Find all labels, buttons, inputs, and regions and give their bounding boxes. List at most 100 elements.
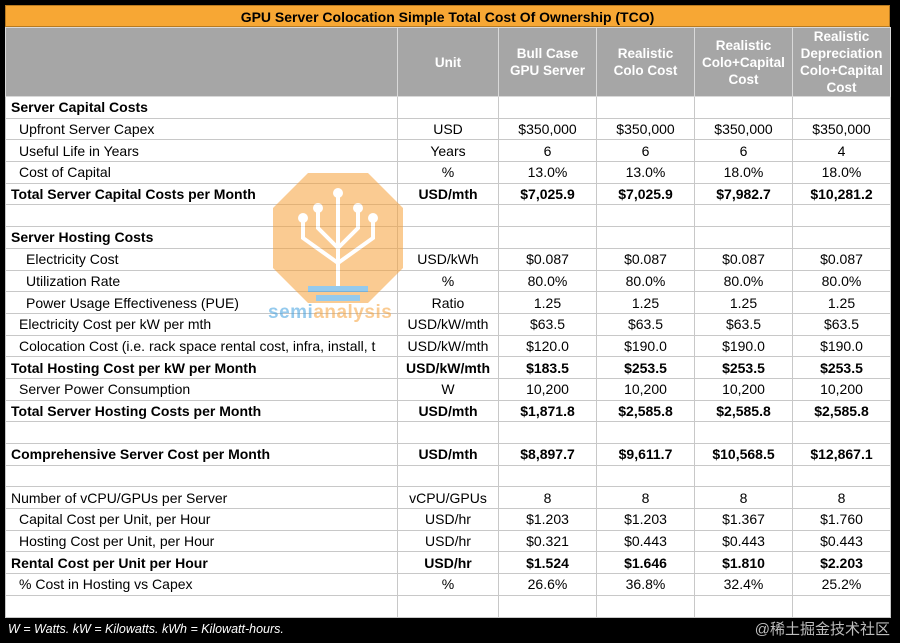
row-value: $63.5 xyxy=(694,312,793,336)
row-value xyxy=(498,594,597,618)
row-value: $120.0 xyxy=(498,334,597,358)
row-unit: % xyxy=(397,573,499,596)
row-value xyxy=(792,464,891,488)
row-label: % Cost in Hosting vs Capex xyxy=(5,573,398,596)
table-row: Number of vCPU/GPUs per Server vCPU/GPUs 8… xyxy=(5,486,891,510)
header-realistic-colo: Realistic Colo Cost xyxy=(596,27,695,97)
row-value xyxy=(498,464,597,488)
row-label: Server Capital Costs xyxy=(5,96,398,119)
row-label: Cost of Capital xyxy=(5,161,398,184)
row-label: Power Usage Effectiveness (PUE) xyxy=(5,291,398,314)
row-label: Total Server Hosting Costs per Month xyxy=(5,399,398,423)
blank-row xyxy=(5,594,891,618)
row-value: $8,897.7 xyxy=(498,443,597,466)
row-unit: Years xyxy=(397,139,499,163)
row-value: $1.524 xyxy=(498,551,597,575)
row-value: $190.0 xyxy=(596,334,695,358)
row-label: Useful Life in Years xyxy=(5,139,398,163)
blank-row xyxy=(5,204,891,228)
row-value: $7,025.9 xyxy=(596,182,695,206)
row-value: $350,000 xyxy=(596,117,695,141)
row-label: Electricity Cost per kW per mth xyxy=(5,312,398,336)
row-unit: USD xyxy=(397,117,499,141)
row-label xyxy=(5,464,398,488)
row-label: Number of vCPU/GPUs per Server xyxy=(5,486,398,510)
table-row: Upfront Server Capex USD $350,000 $350,000 $… xyxy=(5,117,891,141)
row-value: $0.087 xyxy=(792,247,891,271)
row-value xyxy=(596,226,695,249)
row-value: $350,000 xyxy=(498,117,597,141)
table-row: Useful Life in Years Years 6 6 6 4 xyxy=(5,139,891,163)
table-row: Capital Cost per Unit, per Hour USD/hr $1.… xyxy=(5,508,891,531)
row-label: Colocation Cost (i.e. rack space rental … xyxy=(5,334,398,358)
row-unit: USD/hr xyxy=(397,551,499,575)
row-unit: vCPU/GPUs xyxy=(397,486,499,510)
row-value: 4 xyxy=(792,139,891,163)
table-row: Total Server Capital Costs per Month USD/… xyxy=(5,182,891,206)
row-value: $63.5 xyxy=(792,312,891,336)
row-value: $1.203 xyxy=(596,508,695,531)
row-value xyxy=(792,421,891,444)
row-value: 8 xyxy=(596,486,695,510)
row-value: $7,982.7 xyxy=(694,182,793,206)
row-label: Capital Cost per Unit, per Hour xyxy=(5,508,398,531)
tco-sheet: GPU Server Colocation Simple Total Cost … xyxy=(5,5,891,618)
row-value xyxy=(792,96,891,119)
row-value: $10,568.5 xyxy=(694,443,793,466)
row-value xyxy=(498,96,597,119)
row-value: $350,000 xyxy=(694,117,793,141)
row-value: $0.443 xyxy=(792,529,891,553)
row-unit: USD/kWh xyxy=(397,247,499,271)
row-value: $9,611.7 xyxy=(596,443,695,466)
row-unit: USD/hr xyxy=(397,508,499,531)
row-unit: USD/hr xyxy=(397,529,499,553)
row-label: Hosting Cost per Unit, per Hour xyxy=(5,529,398,553)
row-value xyxy=(694,421,793,444)
row-value xyxy=(792,226,891,249)
table-row: Electricity Cost per kW per mth USD/kW/mt… xyxy=(5,312,891,336)
row-value: 36.8% xyxy=(596,573,695,596)
row-value: 6 xyxy=(596,139,695,163)
row-value xyxy=(694,226,793,249)
row-unit: USD/mth xyxy=(397,182,499,206)
row-value: $10,281.2 xyxy=(792,182,891,206)
row-value xyxy=(792,204,891,228)
row-value xyxy=(694,204,793,228)
row-unit: % xyxy=(397,269,499,293)
row-label: Rental Cost per Unit per Hour xyxy=(5,551,398,575)
row-value: $2,585.8 xyxy=(596,399,695,423)
row-value: 10,200 xyxy=(792,377,891,401)
sheet-title: GPU Server Colocation Simple Total Cost … xyxy=(5,5,890,27)
row-value: $350,000 xyxy=(792,117,891,141)
header-label xyxy=(5,27,398,97)
row-value: 18.0% xyxy=(792,161,891,184)
table-row: Hosting Cost per Unit, per Hour USD/hr $0.… xyxy=(5,529,891,553)
row-value: 6 xyxy=(498,139,597,163)
header-realistic-depreciation: Realistic Depreciation Colo+Capital Cost xyxy=(792,27,891,97)
row-value: 80.0% xyxy=(596,269,695,293)
row-unit: W xyxy=(397,377,499,401)
semianalysis-logo-text: semianalysis xyxy=(268,302,393,323)
row-label: Upfront Server Capex xyxy=(5,117,398,141)
row-value: 25.2% xyxy=(792,573,891,596)
row-unit xyxy=(397,96,499,119)
row-value xyxy=(498,421,597,444)
row-value: 1.25 xyxy=(596,291,695,314)
row-value xyxy=(694,464,793,488)
row-value: 13.0% xyxy=(498,161,597,184)
row-value: $253.5 xyxy=(596,356,695,379)
row-value: 8 xyxy=(694,486,793,510)
row-value: $0.087 xyxy=(694,247,793,271)
row-label: Comprehensive Server Cost per Month xyxy=(5,443,398,466)
row-value: 26.6% xyxy=(498,573,597,596)
table-row: Colocation Cost (i.e. rack space rental … xyxy=(5,334,891,358)
row-unit: % xyxy=(397,161,499,184)
row-value: $12,867.1 xyxy=(792,443,891,466)
row-value: 80.0% xyxy=(792,269,891,293)
row-unit: Ratio xyxy=(397,291,499,314)
row-value xyxy=(596,594,695,618)
row-unit xyxy=(397,594,499,618)
row-value: $2.203 xyxy=(792,551,891,575)
table-row: Comprehensive Server Cost per Month USD/m… xyxy=(5,443,891,466)
row-value: $1,871.8 xyxy=(498,399,597,423)
